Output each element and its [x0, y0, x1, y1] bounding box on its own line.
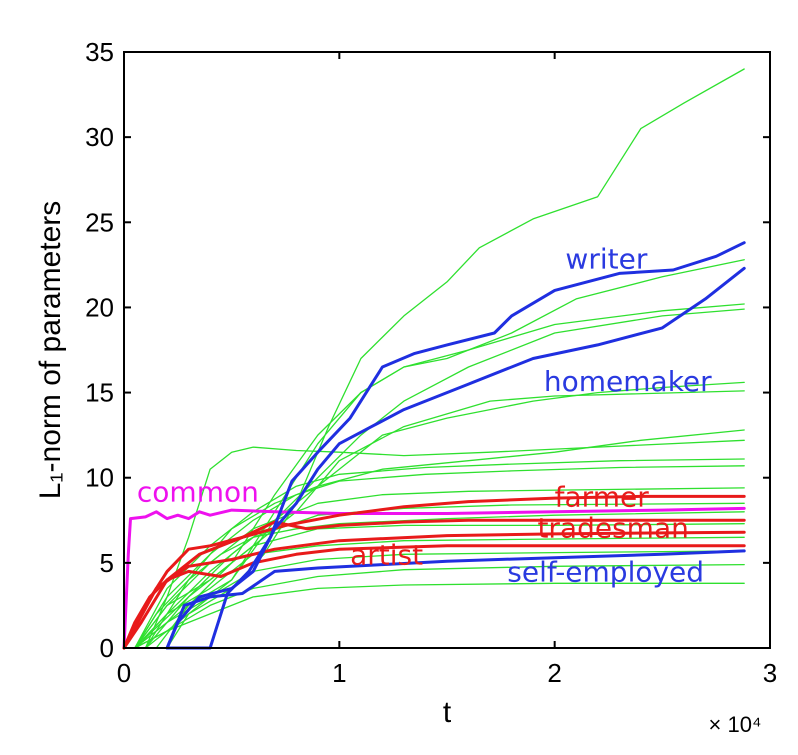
series-line-self-employed [165, 549, 746, 650]
series-line-green [134, 550, 745, 649]
series-line-green [144, 439, 745, 649]
y-tick-label: 25 [85, 207, 114, 237]
annotation-layer: writer homemaker self-employed farmertrades… [137, 242, 712, 588]
x-tick-label: 0 [117, 658, 131, 688]
series-line-green [134, 390, 745, 649]
x-tick-label: 3 [763, 658, 777, 688]
y-tick-label: 15 [85, 378, 114, 408]
series-label-farmer: farmer [555, 481, 650, 514]
y-tick-label: 5 [100, 548, 114, 578]
series-line-writer [165, 241, 746, 650]
series-layer [122, 68, 746, 650]
y-tick-label: 0 [100, 633, 114, 663]
series-line-green [134, 381, 745, 649]
series-line-red [122, 530, 746, 650]
series-line-homemaker [165, 266, 746, 650]
y-axis-label: L₁-norm of parameters [34, 201, 67, 500]
x-axis-multiplier: × 10⁴ [709, 712, 762, 737]
x-tick-label: 1 [332, 658, 346, 688]
series-line-green [134, 465, 745, 649]
series-label-homemaker: homemaker [544, 365, 712, 398]
series-label-writer: writer [565, 242, 647, 275]
y-tick-label: 20 [85, 292, 114, 322]
x-axis-label: t [443, 696, 452, 729]
y-tick-label: 30 [85, 122, 114, 152]
x-tick-label: 2 [547, 658, 561, 688]
series-line-green [134, 523, 745, 649]
series-label-common: common [137, 476, 259, 509]
series-line-common [122, 506, 746, 650]
series-label-artist: artist [350, 539, 423, 572]
plot-frame [123, 51, 771, 649]
series-label-self-employed: self-employed [507, 556, 704, 589]
series-label-tradesman: tradesman [537, 511, 688, 544]
series-line-green [134, 511, 745, 649]
series-line-green [134, 536, 745, 649]
series-line-farmer [122, 494, 746, 650]
y-tick-label: 10 [85, 463, 114, 493]
series-line-green [134, 487, 745, 649]
y-tick-label: 35 [85, 37, 114, 67]
